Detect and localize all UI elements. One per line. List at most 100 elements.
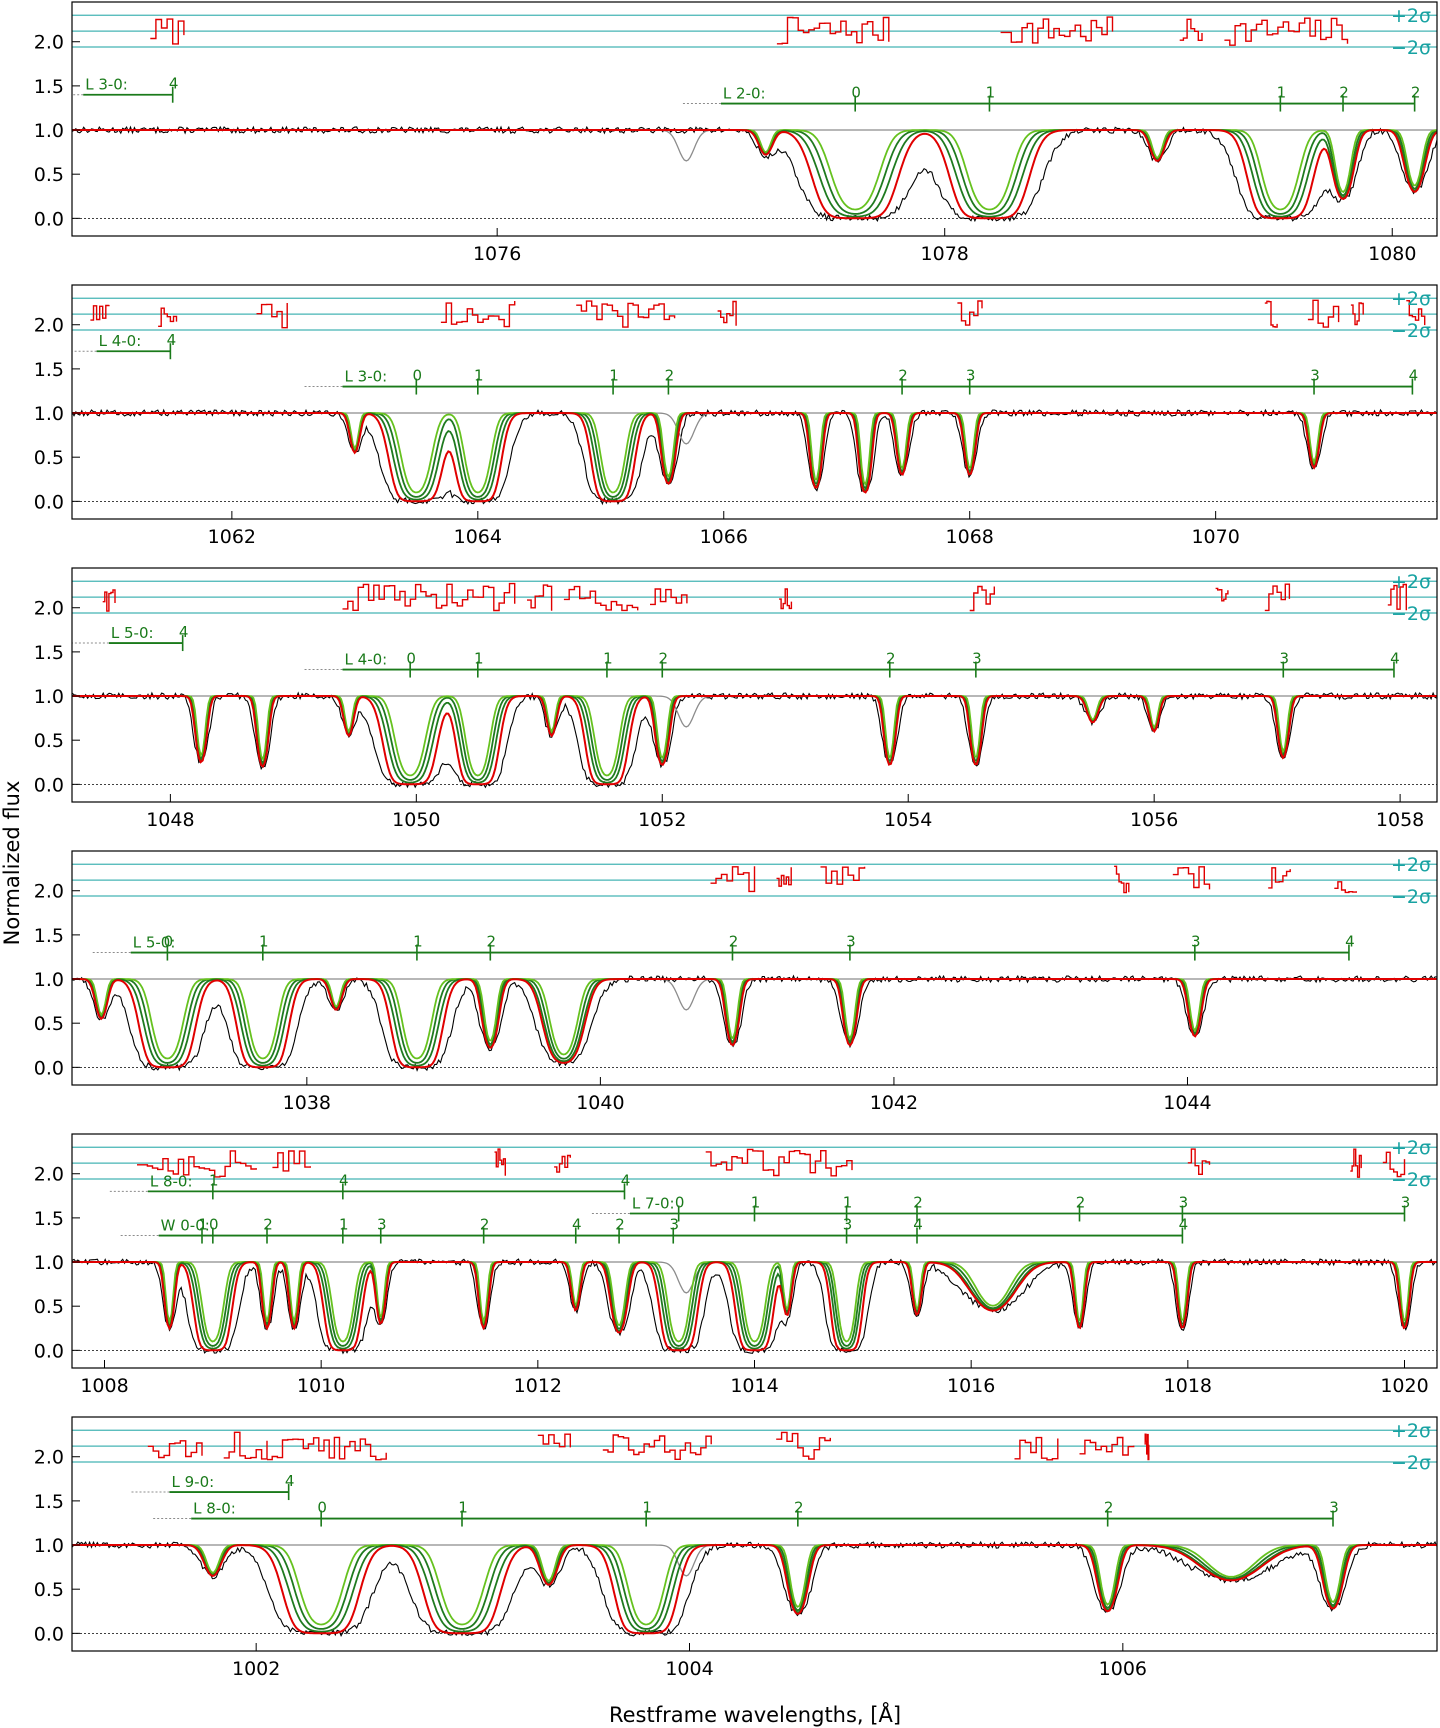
y-tick-label: 0.0 <box>34 491 64 513</box>
residual-segment <box>776 1431 831 1460</box>
marker-tick-label: 1 <box>986 84 996 102</box>
other-species-profile <box>72 412 1437 445</box>
marker-tick-label: 2 <box>615 1216 625 1234</box>
panel-frame <box>71 284 1438 520</box>
total-model <box>72 978 1437 1069</box>
y-tick-label: 1.5 <box>34 925 64 947</box>
marker-tick-label: 1 <box>339 1216 349 1234</box>
marker-tick-label: 4 <box>913 1216 923 1234</box>
residual-segment <box>576 300 676 328</box>
plot-area: L 5-0:0 1 1 2 2 3 3 4 <box>72 863 1437 1072</box>
residual-segment <box>1264 300 1278 328</box>
x-tick-label: 1064 <box>454 526 502 548</box>
residual-segment <box>717 300 737 326</box>
residual-segment <box>537 1433 571 1448</box>
marker-tick-label: 4 <box>179 623 189 641</box>
other-species-profile <box>72 978 1437 1011</box>
component-model-3 <box>72 412 1437 501</box>
marker-tick-label: 3 <box>1310 367 1320 385</box>
y-tick-label: 0.0 <box>34 1057 64 1079</box>
x-tick-label: 1050 <box>392 809 440 831</box>
x-tick-label: 1042 <box>870 1092 918 1114</box>
marker-label: L 3-0: <box>85 76 128 94</box>
residual-segment <box>650 588 688 606</box>
marker-tick-label: 2 <box>658 650 668 668</box>
residual-segment <box>957 300 983 326</box>
marker-tick-label: 1 <box>259 933 269 951</box>
y-tick-label: 1.0 <box>34 120 64 142</box>
panel-3: L 5-0: 4 L 4-0: 0 1 1 2 2 3 3 4 +2σ −2σ 1048 1050 1052 1… <box>34 567 1438 831</box>
x-tick-label: 1012 <box>514 1375 562 1397</box>
marker-tick-label: 4 <box>1345 933 1355 951</box>
x-tick-label: 1008 <box>80 1375 128 1397</box>
x-tick-label: 1056 <box>1130 809 1178 831</box>
y-tick-label: 1.0 <box>34 969 64 991</box>
marker-tick-label: 3 <box>972 650 982 668</box>
total-model <box>72 412 1437 503</box>
residual-segment <box>1079 1436 1135 1456</box>
marker-label: L 4-0: <box>99 332 142 350</box>
x-tick-label: 1038 <box>283 1092 331 1114</box>
marker-tick-label: 0 <box>675 1193 685 1211</box>
panel-frame <box>71 1416 1438 1652</box>
total-model <box>72 1261 1437 1352</box>
residual-segment <box>527 584 553 611</box>
residual-segment <box>494 1148 506 1176</box>
marker-group-1: L 8-0: 1 4 4 <box>109 1171 630 1200</box>
sigma-minus-label: −2σ <box>1391 37 1431 59</box>
y-tick-label: 0.5 <box>34 447 64 469</box>
y-tick-label: 0.0 <box>34 208 64 230</box>
x-tick-label: 1004 <box>665 1658 713 1680</box>
marker-group-1: L 4-0: 4 <box>72 331 177 360</box>
x-tick-label: 1052 <box>638 809 686 831</box>
residual-segment <box>779 588 793 610</box>
marker-tick-label: 3 <box>843 1216 853 1234</box>
marker-label: L 7-0: <box>632 1194 675 1212</box>
sigma-plus-label: +2σ <box>1391 288 1431 310</box>
marker-tick-label: 1 <box>474 367 484 385</box>
residual-segment <box>710 866 756 893</box>
plot-area: L 3-0: 4 L 2-0: 0 1 1 2 2 <box>72 14 1437 223</box>
residual-segment <box>705 1148 853 1177</box>
y-tick-label: 0.5 <box>34 164 64 186</box>
x-tick-label: 1058 <box>1376 809 1424 831</box>
residual-segment <box>90 304 110 321</box>
marker-tick-label: 1 <box>642 1499 652 1517</box>
panel-2: L 4-0: 4 L 3-0: 0 1 1 2 2 3 3 4 +2σ −2σ 1062 1064 1066 1… <box>34 284 1438 548</box>
component-model-3 <box>72 695 1437 784</box>
residual-segment <box>1350 1148 1362 1178</box>
residual-segment <box>563 585 639 612</box>
data-spectrum <box>72 1257 1437 1355</box>
marker-tick-label: 2 <box>1339 84 1349 102</box>
marker-tick-label: 3 <box>669 1216 679 1234</box>
marker-tick-label: 1 <box>458 1499 468 1517</box>
residual-segment <box>256 303 288 329</box>
x-tick-label: 1068 <box>946 526 994 548</box>
residual-segment <box>776 16 890 45</box>
x-tick-label: 1006 <box>1099 1658 1147 1680</box>
residual-segment <box>1172 866 1211 890</box>
marker-tick-label: 3 <box>966 367 976 385</box>
y-tick-label: 2.0 <box>34 598 64 620</box>
component-model-3 <box>72 1261 1437 1350</box>
plot-area: L 8-0: 1 4 4L 7-0: 0 1 1 2 2 3 3W 0-0:1 0 2 1 3 2 4 2 3 3 4 4 <box>72 1146 1437 1355</box>
x-tick-label: 1070 <box>1191 526 1239 548</box>
marker-group-2: L 7-0: 0 1 1 2 2 3 3 <box>591 1193 1410 1222</box>
marker-tick-label: 4 <box>167 331 177 349</box>
data-spectrum <box>72 974 1437 1072</box>
marker-group-1: L 9-0: 4 <box>131 1472 294 1501</box>
plot-area: L 5-0: 4 L 4-0: 0 1 1 2 2 3 3 4 <box>72 580 1437 789</box>
marker-tick-label: 1 <box>843 1193 853 1211</box>
residual-segment <box>602 1434 712 1460</box>
residual-segment <box>776 867 792 887</box>
marker-label: L 8-0: <box>150 1172 193 1190</box>
panel-1: L 3-0: 4 L 2-0: 0 1 1 2 2 +2σ −2σ 1076 1078 1080 0.0 0… <box>34 1 1438 265</box>
marker-tick-label: 4 <box>339 1171 349 1189</box>
sigma-minus-label: −2σ <box>1391 886 1431 908</box>
marker-tick-label: 3 <box>846 933 856 951</box>
component-model-2 <box>72 412 1437 494</box>
marker-tick-label: 1 <box>751 1193 761 1211</box>
marker-label: L 8-0: <box>193 1500 236 1518</box>
x-tick-label: 1002 <box>232 1658 280 1680</box>
